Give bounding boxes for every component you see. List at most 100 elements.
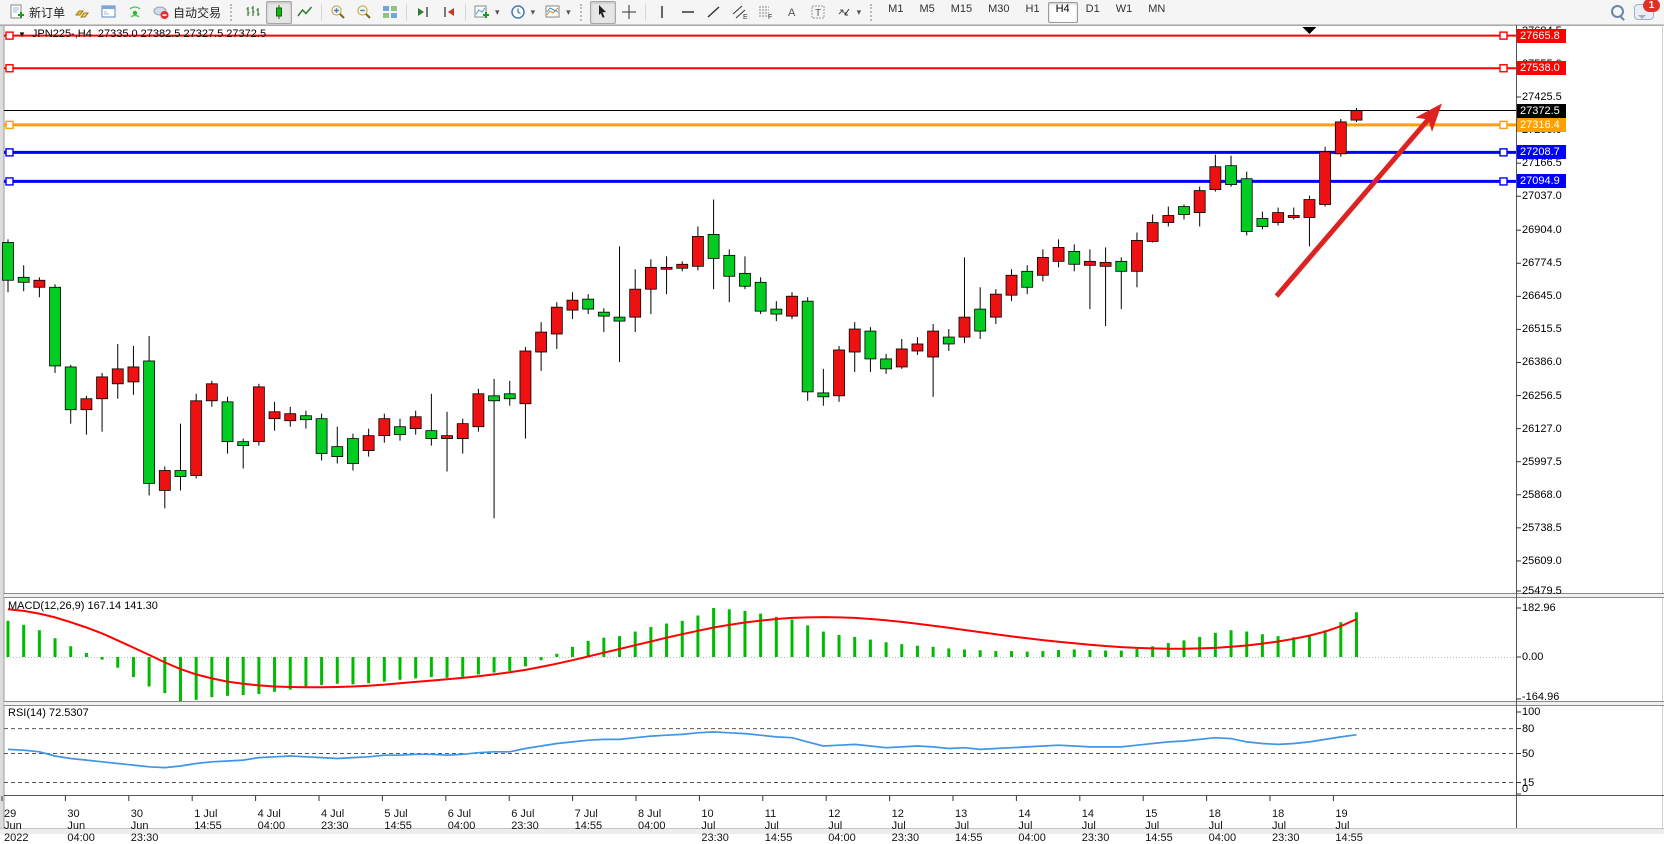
candle bbox=[80, 398, 93, 411]
trendline-button[interactable] bbox=[701, 1, 727, 24]
candle bbox=[848, 328, 861, 353]
candle bbox=[629, 288, 642, 318]
candle bbox=[1193, 190, 1206, 213]
candle bbox=[895, 348, 908, 368]
line-chart-button[interactable] bbox=[292, 1, 318, 24]
candle bbox=[880, 358, 892, 370]
tile-windows-button[interactable] bbox=[377, 1, 403, 24]
bar-chart-button[interactable] bbox=[240, 1, 266, 24]
chart-menu-marker-icon[interactable]: ▼ bbox=[18, 29, 26, 39]
candle bbox=[644, 266, 657, 290]
search-icon[interactable] bbox=[1610, 4, 1626, 21]
periods-clock-icon bbox=[510, 5, 525, 19]
candle bbox=[64, 366, 77, 411]
candle bbox=[425, 430, 438, 439]
candle bbox=[566, 299, 579, 311]
signals-button[interactable] bbox=[122, 1, 148, 24]
notifications-icon[interactable]: 1 bbox=[1634, 0, 1660, 20]
candle bbox=[252, 386, 265, 443]
crosshair-icon bbox=[621, 5, 636, 19]
candle bbox=[1225, 165, 1237, 186]
candle bbox=[456, 423, 469, 439]
candle bbox=[315, 418, 328, 454]
candle bbox=[158, 470, 171, 491]
candlestick-chart-icon bbox=[276, 5, 283, 19]
indicator-levels bbox=[4, 657, 1516, 784]
price-axis-tick-label: 26904.0 bbox=[1522, 224, 1562, 237]
timeframe-button-mn[interactable]: MN bbox=[1148, 2, 1166, 15]
candle bbox=[111, 368, 124, 385]
crosshair-button[interactable] bbox=[616, 1, 642, 24]
market-watch-button[interactable] bbox=[96, 1, 122, 24]
text-icon: A bbox=[788, 7, 796, 19]
fibonacci-button[interactable]: F bbox=[753, 1, 779, 24]
candle bbox=[174, 470, 187, 477]
arrow-objects-button[interactable]: ▾ bbox=[831, 1, 867, 24]
timeframe-button-w1[interactable]: W1 bbox=[1115, 2, 1133, 15]
candle bbox=[786, 295, 798, 317]
candle bbox=[1084, 260, 1096, 266]
chart-shift-icon bbox=[444, 7, 455, 17]
fibonacci-icon: F bbox=[758, 6, 772, 20]
new-chart-button[interactable]: ▾ bbox=[469, 1, 505, 24]
price-badge: 27316.4 bbox=[1517, 117, 1566, 132]
zoom-out-button[interactable] bbox=[351, 1, 377, 24]
templates-button[interactable]: ▾ bbox=[540, 1, 576, 24]
timeframe-button-m15[interactable]: M15 bbox=[950, 2, 973, 15]
text-button[interactable]: A bbox=[779, 1, 805, 24]
zoom-in-button[interactable] bbox=[325, 1, 351, 24]
vertical-line-button[interactable] bbox=[649, 1, 675, 24]
time-axis-label: 19 Jul 14:55 bbox=[1335, 808, 1363, 844]
autotrading-button[interactable]: 自动交易 bbox=[148, 1, 226, 24]
top-marker-triangle-icon[interactable] bbox=[1302, 27, 1317, 34]
horizontal-line-button[interactable] bbox=[675, 1, 701, 24]
price-badge: 27538.0 bbox=[1517, 61, 1566, 76]
chart-shift-button[interactable] bbox=[436, 1, 462, 24]
candle bbox=[127, 366, 140, 383]
timeframe-button-m30[interactable]: M30 bbox=[988, 2, 1010, 15]
timeframe-button-d1[interactable]: D1 bbox=[1085, 2, 1100, 15]
candle bbox=[49, 286, 61, 367]
candlestick-series bbox=[2, 107, 1363, 519]
gold-bars-button[interactable] bbox=[70, 1, 96, 24]
cursor-icon bbox=[598, 5, 606, 18]
trend-arrow[interactable] bbox=[1274, 103, 1442, 298]
candle bbox=[503, 393, 516, 400]
time-axis-label: 29 Jun 2022 bbox=[4, 808, 29, 844]
timeframe-button-h1[interactable]: H1 bbox=[1025, 2, 1040, 15]
rsi-axis-tick-label: 15 bbox=[1522, 776, 1535, 789]
dropdown-arrow-icon: ▾ bbox=[566, 6, 571, 17]
candle bbox=[550, 306, 563, 335]
timeframe-button-m5[interactable]: M5 bbox=[919, 2, 935, 15]
timeframe-button-m1[interactable]: M1 bbox=[888, 2, 904, 15]
text-label-icon: T bbox=[811, 5, 825, 19]
shift-chart-end-button[interactable] bbox=[410, 1, 436, 24]
price-axis-tick-label: 26256.5 bbox=[1522, 389, 1562, 402]
periods-button[interactable]: ▾ bbox=[505, 1, 541, 24]
cursor-button[interactable] bbox=[589, 0, 616, 24]
new-order-button[interactable]: 新订单 bbox=[4, 1, 70, 24]
shift-chart-end-icon bbox=[418, 7, 428, 17]
equidistant-channel-button[interactable]: E bbox=[727, 1, 753, 24]
time-axis-label: 18 Jul 23:30 bbox=[1272, 808, 1300, 844]
candle bbox=[1209, 166, 1222, 190]
time-axis-label: 13 Jul 14:55 bbox=[955, 808, 983, 844]
toolbar-separator bbox=[321, 3, 323, 21]
time-axis-label: 6 Jul 04:00 bbox=[447, 808, 476, 832]
candlestick-chart-button[interactable] bbox=[266, 0, 293, 24]
candle bbox=[1303, 199, 1316, 218]
time-axis-label: 30 Jun 23:30 bbox=[130, 808, 159, 844]
candle bbox=[974, 308, 987, 332]
candle bbox=[597, 311, 610, 317]
candle bbox=[1178, 206, 1190, 215]
time-axis-label: 8 Jul 04:00 bbox=[638, 808, 666, 832]
candle bbox=[268, 411, 281, 420]
candle bbox=[1131, 240, 1143, 272]
text-label-button[interactable]: T bbox=[805, 1, 831, 24]
price-badge: 27372.5 bbox=[1517, 103, 1566, 118]
chart-ohlc-quote: 27335.0 27382.5 27327.5 27372.5 bbox=[97, 28, 267, 40]
candle bbox=[1287, 215, 1300, 218]
timeframe-button-h4[interactable]: H4 bbox=[1047, 1, 1078, 23]
candle bbox=[519, 350, 532, 405]
